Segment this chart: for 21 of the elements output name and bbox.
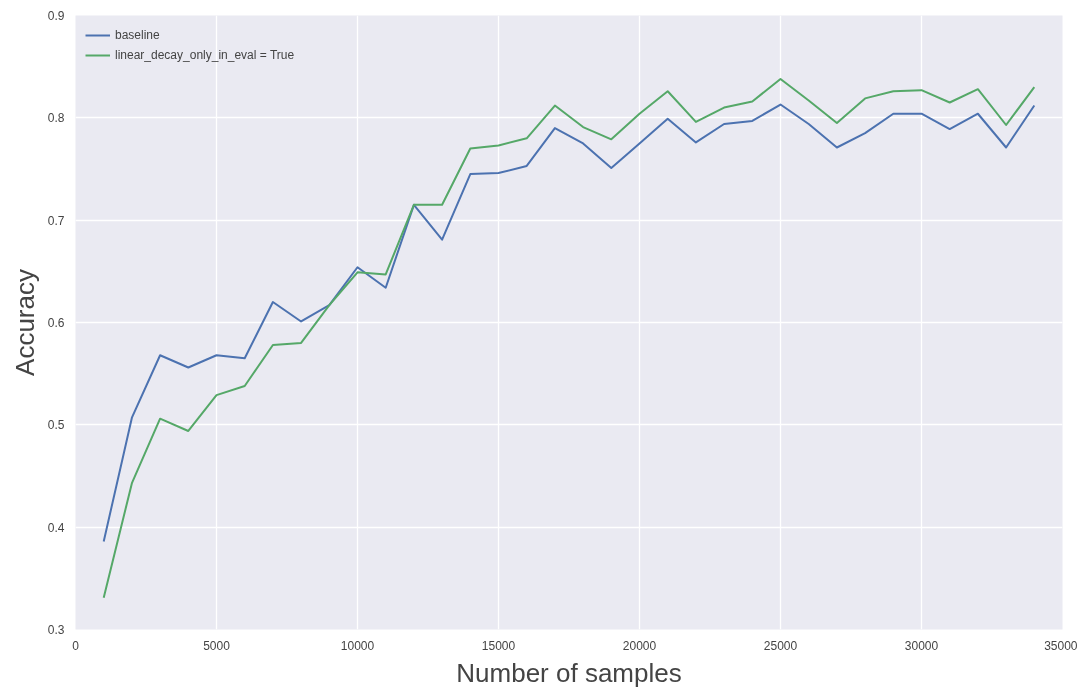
line-series xyxy=(102,103,1036,543)
legend-label: linear_decay_only_in_eval = True xyxy=(115,48,295,62)
x-tick-label: 35000 xyxy=(1044,638,1077,653)
x-tick-label: 15000 xyxy=(481,638,516,653)
x-axis-title: Number of samples xyxy=(456,657,682,688)
x-tick-label: 10000 xyxy=(340,638,375,653)
y-tick-label: 0.6 xyxy=(47,316,65,330)
y-tick-label: 0.3 xyxy=(47,623,65,637)
y-tick-label: 0.7 xyxy=(47,213,65,228)
x-tick-label: 0 xyxy=(72,638,80,653)
line-series xyxy=(102,77,1036,599)
x-tick-label: 25000 xyxy=(763,638,798,653)
x-tick-label: 20000 xyxy=(622,638,657,653)
legend-label: baseline xyxy=(115,28,160,42)
y-tick-label: 0.4 xyxy=(47,520,65,535)
x-tick-label: 5000 xyxy=(203,638,231,653)
y-tick-label: 0.8 xyxy=(47,111,65,126)
y-axis-title: Accuracy xyxy=(9,269,40,376)
y-tick-label: 0.5 xyxy=(47,418,65,433)
x-tick-label: 30000 xyxy=(904,638,939,653)
y-tick-label: 0.9 xyxy=(47,9,65,23)
